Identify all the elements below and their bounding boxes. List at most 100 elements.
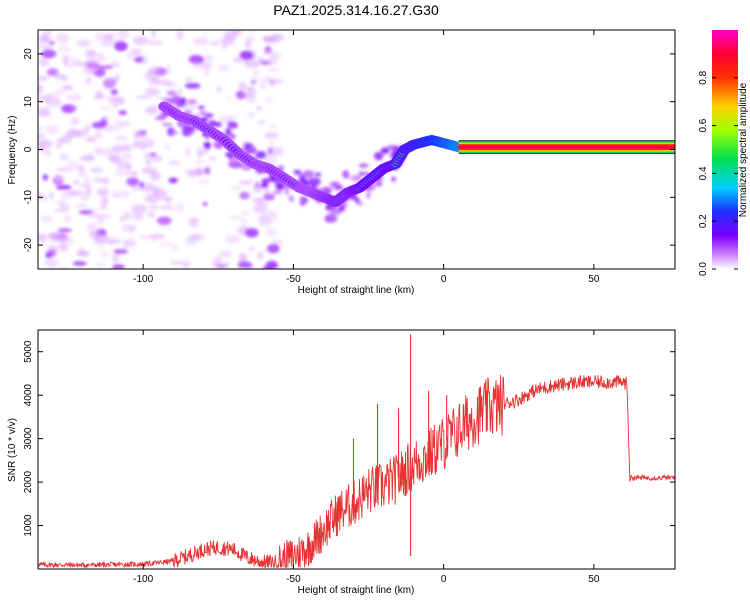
noise-blob xyxy=(115,73,120,83)
spectrogram-y-tick-label: -10 xyxy=(23,190,34,205)
noise-blob xyxy=(180,260,191,268)
noise-blob xyxy=(308,177,321,186)
noise-blob xyxy=(391,176,397,182)
noise-blob xyxy=(48,191,54,200)
noise-blob xyxy=(97,215,104,226)
noise-blob xyxy=(38,84,43,94)
noise-blob xyxy=(39,144,45,153)
noise-blob xyxy=(144,152,149,160)
noise-blob xyxy=(70,106,79,111)
noise-blob xyxy=(110,159,120,164)
noise-blob xyxy=(105,77,115,83)
noise-blob xyxy=(45,30,52,35)
noise-blob xyxy=(38,233,48,242)
noise-blob xyxy=(338,204,345,212)
noise-blob xyxy=(53,200,61,205)
noise-blob xyxy=(76,39,92,48)
noise-blob xyxy=(325,215,330,223)
noise-blob xyxy=(91,121,106,129)
noise-blob xyxy=(59,203,70,213)
noise-blob xyxy=(249,30,256,33)
noise-blob xyxy=(152,233,157,243)
noise-blob xyxy=(60,190,71,200)
noise-blob xyxy=(94,130,103,140)
noise-blob xyxy=(252,197,265,203)
noise-blob xyxy=(244,192,253,196)
noise-blob xyxy=(42,174,49,181)
noise-blob xyxy=(193,37,209,46)
noise-blob xyxy=(186,76,193,85)
noise-blob xyxy=(38,75,49,82)
noise-blob xyxy=(43,46,55,50)
noise-blob xyxy=(209,41,220,46)
noise-blob xyxy=(299,195,307,205)
noise-blob xyxy=(166,90,177,96)
noise-blob xyxy=(55,167,72,172)
noise-blob xyxy=(40,194,48,201)
noise-blob xyxy=(129,227,135,233)
noise-blob xyxy=(375,180,383,187)
noise-blob xyxy=(228,215,242,219)
noise-blob xyxy=(196,146,205,153)
snr-x-label: Height of straight line (km) xyxy=(298,585,415,596)
noise-blob xyxy=(69,128,75,138)
noise-blob xyxy=(263,48,273,56)
noise-blob xyxy=(66,160,79,170)
noise-blob xyxy=(139,145,147,151)
snr-y-tick-label: 3000 xyxy=(23,427,34,450)
noise-blob xyxy=(204,67,210,77)
noise-blob xyxy=(227,96,232,101)
noise-blob xyxy=(98,245,105,250)
noise-blob xyxy=(112,264,125,269)
noise-blob xyxy=(73,179,80,185)
spectrogram-y-tick-label: 20 xyxy=(23,48,34,60)
snr-y-tick-label: 4000 xyxy=(23,384,34,407)
spectrogram-x-tick-label: -50 xyxy=(286,274,301,285)
noise-blob xyxy=(266,244,280,254)
noise-blob xyxy=(139,181,145,189)
noise-blob xyxy=(156,216,172,226)
noise-blob xyxy=(38,133,45,139)
noise-blob xyxy=(150,154,163,162)
noise-blob xyxy=(222,42,228,51)
noise-blob xyxy=(122,144,132,152)
noise-blob xyxy=(100,233,108,238)
noise-blob xyxy=(242,254,247,261)
snr-plot-area xyxy=(38,330,675,569)
noise-blob xyxy=(40,215,53,223)
noise-blob xyxy=(267,67,281,72)
noise-blob xyxy=(164,145,171,149)
noise-blob xyxy=(272,190,283,194)
noise-blob xyxy=(247,146,257,155)
noise-blob xyxy=(77,164,86,174)
noise-blob xyxy=(165,64,172,75)
noise-blob xyxy=(114,41,128,52)
noise-blob xyxy=(76,172,90,178)
noise-blob xyxy=(121,153,132,159)
noise-blob xyxy=(168,161,181,165)
noise-blob xyxy=(270,33,284,42)
spectrogram-steady-line xyxy=(458,140,675,155)
noise-blob xyxy=(141,166,157,174)
noise-blob xyxy=(99,205,108,210)
noise-blob xyxy=(284,186,290,196)
snr-y-label: SNR (10 * v/v) xyxy=(7,418,18,482)
noise-blob xyxy=(131,204,147,214)
steady-line-band xyxy=(458,145,675,149)
noise-blob xyxy=(258,120,266,124)
noise-blob xyxy=(263,188,270,197)
noise-blob xyxy=(169,260,182,265)
noise-blob xyxy=(373,151,384,161)
noise-blob xyxy=(55,143,61,150)
noise-blob xyxy=(61,154,66,158)
noise-blob xyxy=(247,111,255,118)
noise-blob xyxy=(85,136,97,143)
noise-blob xyxy=(245,227,259,238)
noise-blob xyxy=(293,169,302,175)
noise-blob xyxy=(100,38,113,47)
noise-blob xyxy=(358,163,369,169)
noise-blob xyxy=(57,45,71,53)
noise-blob xyxy=(202,202,208,207)
